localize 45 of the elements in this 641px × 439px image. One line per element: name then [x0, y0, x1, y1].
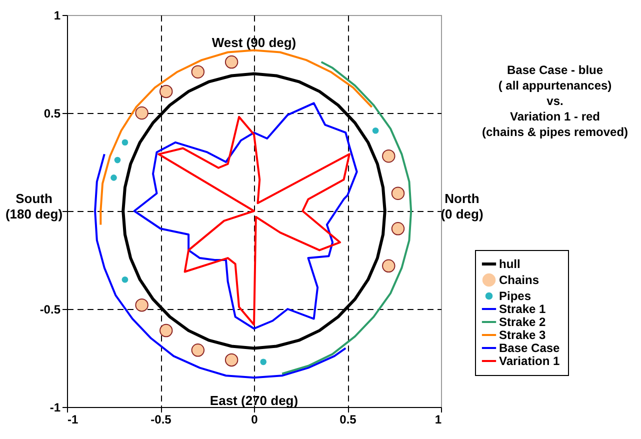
line-series	[281, 61, 412, 375]
point	[122, 276, 128, 283]
point	[159, 84, 173, 98]
point	[159, 324, 173, 338]
text: Base Case - blue ( all appurtenances) vs. Variation 1 - red (chains & pipes removed)	[482, 63, 628, 139]
point	[382, 259, 396, 272]
legend-label: Pipes	[499, 289, 532, 303]
point	[135, 298, 148, 312]
y-tick-label: -1	[50, 400, 61, 414]
legend-label: Strake 1	[499, 302, 546, 316]
text: South (180 deg)	[5, 191, 63, 222]
x-tick-label: 0	[251, 412, 258, 426]
legend-label: Base Case	[499, 341, 560, 355]
point	[191, 344, 205, 357]
point	[260, 358, 267, 366]
x-tick-label: 0.5	[340, 412, 357, 426]
y-tick-label: 0.5	[44, 106, 61, 120]
annotation: West (90 deg)	[212, 35, 296, 50]
x-tick-label: -1	[68, 412, 78, 426]
annotation: East (270 deg)	[210, 393, 298, 408]
legend-label: hull	[499, 257, 520, 271]
x-tick-label: -0.5	[150, 412, 172, 426]
line-series	[94, 153, 347, 379]
legend-label: Strake 3	[499, 328, 546, 342]
line-series	[133, 102, 358, 330]
point	[114, 156, 121, 164]
point	[382, 150, 396, 163]
point	[372, 127, 379, 134]
point	[191, 65, 205, 78]
annotation: North (0 deg)	[440, 191, 484, 222]
line-series	[158, 116, 350, 326]
x-tick-label: 1	[434, 412, 442, 426]
point	[224, 55, 238, 69]
y-tick-label: -0.5	[40, 302, 61, 316]
point	[391, 186, 405, 200]
legend-label: Strake 2	[499, 315, 546, 329]
legend-label: Variation 1	[499, 354, 560, 368]
legend-label: Chains	[499, 273, 540, 287]
point	[135, 106, 148, 120]
y-tick-label: 1	[54, 8, 61, 22]
point	[224, 353, 238, 367]
line-series	[100, 49, 373, 226]
point	[122, 139, 128, 146]
point	[110, 174, 117, 181]
point	[391, 222, 405, 236]
